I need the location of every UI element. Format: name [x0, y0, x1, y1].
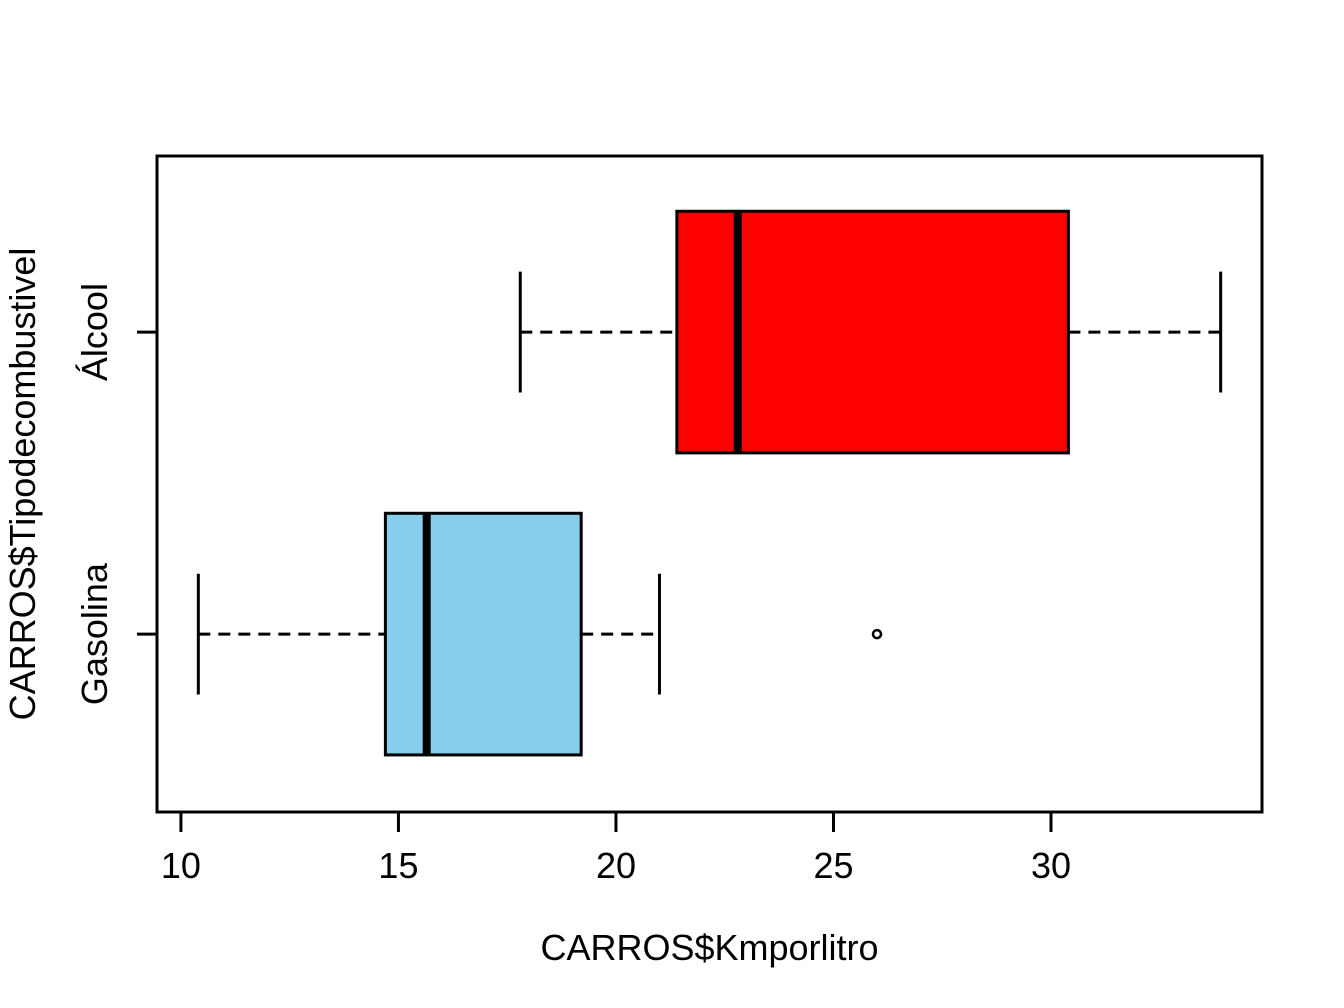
x-tick-label: 30	[1031, 845, 1071, 886]
y-axis-title: CARROS$Tipodecombustivel	[2, 248, 43, 721]
x-axis: 10 15 20 25 30 CARROS$Kmporlitro	[161, 812, 1071, 968]
x-tick-label: 20	[596, 845, 636, 886]
iqr-box	[675, 209, 1070, 455]
boxplot-gasolina: Gasolina	[74, 511, 883, 757]
iqr-box	[383, 511, 583, 757]
x-axis-title: CARROS$Kmporlitro	[540, 927, 878, 968]
category-label: Gasolina	[74, 562, 115, 705]
boxplot-álcool: Álcool	[74, 209, 1223, 455]
category-label: Álcool	[74, 283, 115, 381]
x-tick-label: 10	[161, 845, 201, 886]
y-axis: CARROS$Tipodecombustivel	[2, 248, 43, 721]
x-tick-label: 15	[378, 845, 418, 886]
outlier-point	[871, 628, 883, 640]
x-tick-label: 25	[813, 845, 853, 886]
plot-border	[155, 154, 1264, 814]
